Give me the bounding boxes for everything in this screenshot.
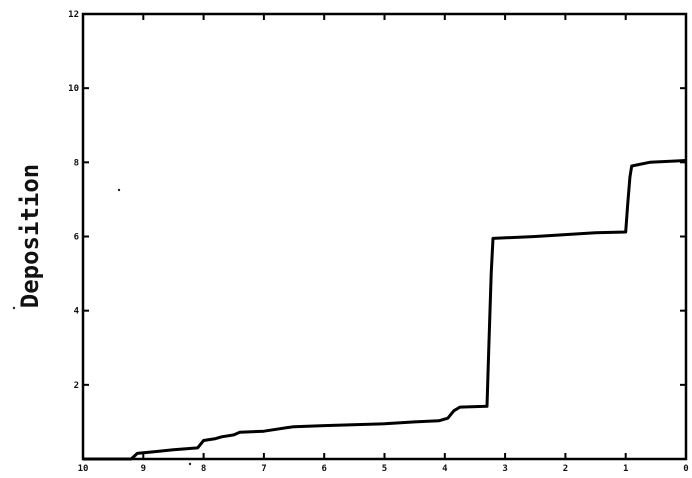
y-tick-label: 8 — [74, 158, 79, 168]
x-tick-label: 3 — [502, 464, 507, 474]
x-tick-label: 7 — [261, 464, 266, 474]
y-tick-label: 4 — [74, 307, 80, 317]
speck — [12, 306, 16, 310]
x-tick-label: 8 — [201, 464, 206, 474]
x-tick-label: 0 — [683, 464, 688, 474]
x-tick-label: 1 — [623, 464, 628, 474]
speck — [188, 462, 192, 466]
y-tick-label: 6 — [74, 233, 79, 243]
x-tick-label: 4 — [442, 464, 448, 474]
speck — [117, 188, 121, 192]
x-tick-label: 5 — [382, 464, 387, 474]
series-line — [83, 159, 687, 461]
ticks — [82, 13, 687, 459]
plot-frame — [81, 12, 688, 461]
x-tick-label: 6 — [321, 464, 326, 474]
series-group — [83, 159, 687, 461]
y-tick-label: 2 — [74, 381, 79, 391]
y-tick-label: 12 — [68, 10, 79, 20]
x-tick-label: 9 — [141, 464, 146, 474]
y-tick-label: 10 — [68, 84, 79, 94]
y-axis-label: Deposition — [16, 164, 44, 309]
x-tick-label: 2 — [563, 464, 568, 474]
x-tick-label: 10 — [78, 464, 89, 474]
